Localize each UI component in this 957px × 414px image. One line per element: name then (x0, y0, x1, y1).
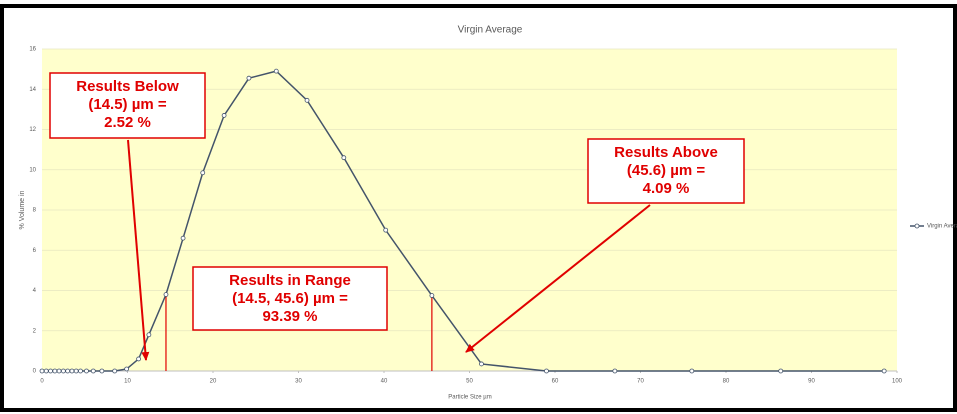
data-point (778, 368, 784, 374)
y-tick-label: 2 (33, 328, 37, 334)
frame (0, 4, 957, 412)
x-tick-label: 90 (808, 379, 815, 385)
data-point (304, 97, 310, 103)
data-point (112, 368, 118, 374)
data-point (221, 113, 227, 118)
data-point (69, 368, 75, 374)
x-tick-label: 50 (466, 379, 473, 385)
data-point (136, 356, 142, 362)
x-tick-label: 60 (552, 379, 559, 385)
data-point (60, 368, 66, 374)
data-point (341, 155, 347, 161)
legend-marker (914, 223, 920, 229)
data-point (146, 332, 152, 338)
data-point (39, 368, 45, 374)
annotation-text: (45.6) µm = (627, 162, 705, 179)
data-point (200, 170, 206, 176)
y-tick-label: 10 (29, 167, 36, 173)
annotation-box (192, 266, 388, 331)
x-tick-label: 10 (124, 379, 131, 385)
annotation-box (587, 138, 745, 204)
data-point (65, 368, 71, 374)
annotation-text: 93.39 % (262, 308, 317, 325)
y-tick-label: 4 (33, 288, 37, 294)
data-point (43, 368, 49, 374)
y-tick-label: 8 (33, 208, 37, 214)
annotation-box (49, 72, 206, 139)
x-axis-title: Particle Size µm (448, 395, 491, 401)
y-tick-label: 14 (29, 87, 36, 93)
data-point (78, 368, 83, 374)
data-point (163, 292, 169, 297)
x-tick-label: 0 (40, 379, 44, 385)
annotation-text: Results Below (76, 78, 179, 95)
data-point (612, 368, 618, 374)
data-point (52, 368, 58, 374)
data-point (689, 368, 695, 374)
data-point (73, 368, 79, 374)
x-tick-label: 20 (210, 379, 217, 385)
data-point (881, 368, 887, 374)
annotation-text: Results Above (614, 144, 718, 161)
data-point (273, 68, 279, 74)
data-point (48, 368, 53, 374)
data-point (429, 293, 435, 298)
x-tick-label: 30 (295, 379, 302, 385)
data-point (180, 235, 186, 241)
y-tick-label: 0 (33, 369, 37, 375)
data-point (544, 368, 549, 374)
y-axis-title: % Volume in (19, 190, 26, 229)
data-point (479, 361, 484, 367)
data-point (246, 75, 252, 81)
x-tick-label: 80 (723, 379, 730, 385)
data-point (99, 368, 105, 374)
annotation-text: (14.5) µm = (88, 96, 166, 113)
annotation-text: (14.5, 45.6) µm = (232, 290, 348, 307)
legend-label: Virgin Average (927, 224, 957, 230)
data-point (124, 366, 130, 372)
x-tick-label: 40 (381, 379, 388, 385)
annotation-arrow (127, 139, 150, 361)
y-tick-label: 12 (29, 127, 36, 133)
x-tick-label: 70 (637, 379, 644, 385)
annotation-text: Results in Range (229, 272, 351, 289)
annotation-arrow (465, 204, 651, 353)
y-tick-label: 16 (29, 47, 36, 53)
annotation-text: 2.52 % (104, 114, 151, 131)
x-tick-label: 100 (892, 379, 903, 385)
y-tick-label: 6 (33, 248, 37, 254)
data-point (56, 368, 62, 374)
data-point (84, 368, 89, 374)
annotation-text: 4.09 % (643, 180, 690, 197)
data-point (383, 227, 389, 233)
data-point (90, 368, 96, 374)
chart-title: Virgin Average (458, 25, 523, 36)
